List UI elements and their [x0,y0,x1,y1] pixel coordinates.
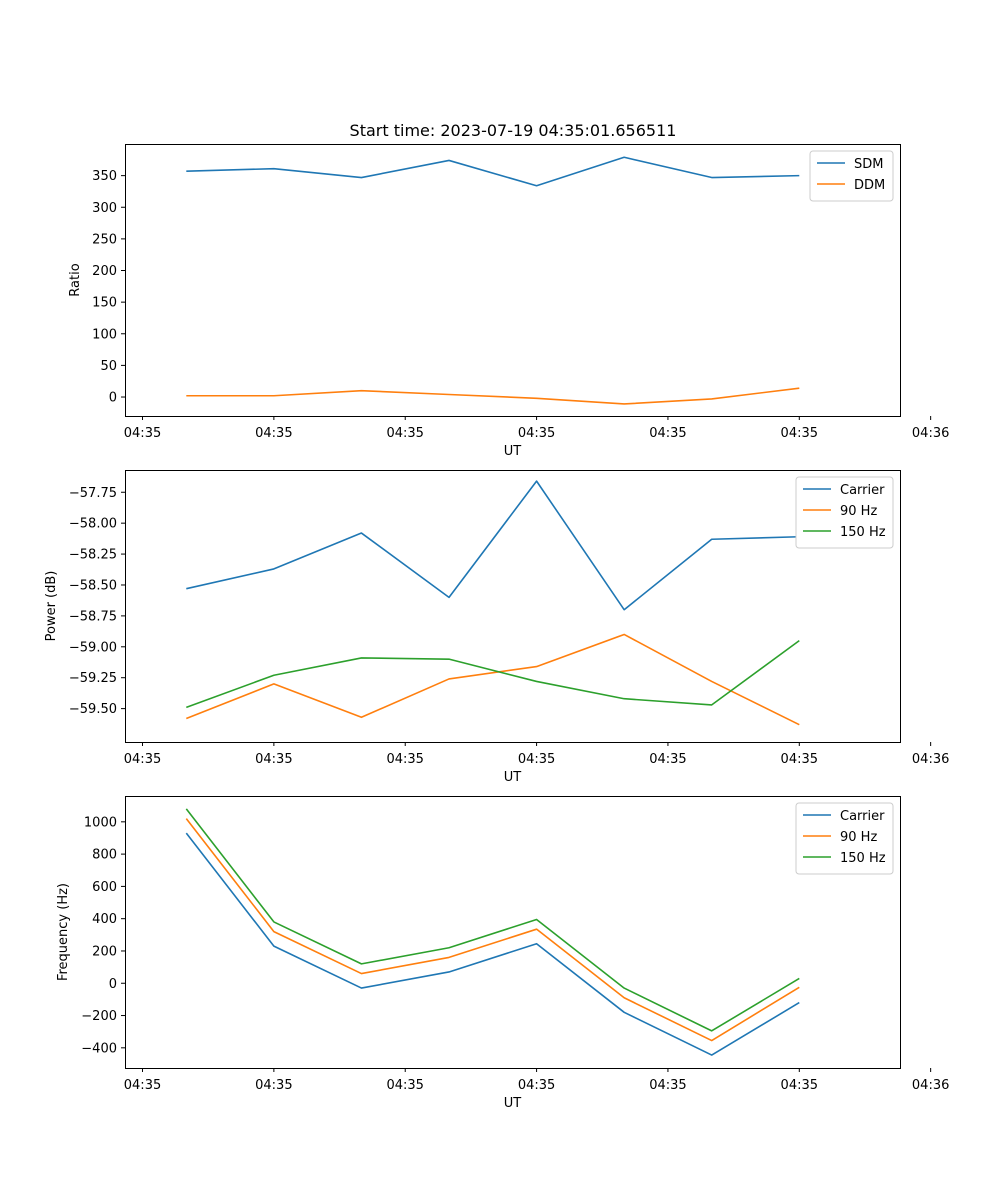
frequency-x-tick-label: 04:36 [912,1078,949,1093]
frequency-x-tick-label: 04:35 [781,1078,818,1093]
frequency-x-tick-label: 04:35 [255,1078,292,1093]
frequency-y-tick-label: 800 [92,848,117,863]
power-legend: Carrier 90 Hz 150 Hz [795,476,894,549]
ratio-y-axis-label: Ratio [68,263,83,296]
ratio-y-tick-label: 300 [92,201,117,216]
frequency-y-tick-label: 0 [109,977,117,992]
frequency-y-tick-label: 400 [92,912,117,927]
frequency-x-axis-label: UT [504,1096,522,1111]
power-y-tick-label: −58.25 [69,548,117,563]
ratio-series-ddm-line [186,387,800,405]
ratio-plot-frame [125,144,901,417]
frequency-series-carrier-line [185,832,800,1056]
ratio-x-tick-label: 04:35 [124,426,161,441]
frequency-x-tick-label: 04:35 [518,1078,555,1093]
frequency-y-tick-label: −400 [81,1041,117,1056]
ratio-panel: 04:35 04:35 04:35 04:35 04:35 04:35 04:36 0 50 10… [68,144,949,459]
frequency-plot-frame [125,796,901,1069]
power-x-tick-label: 04:35 [124,752,161,767]
power-x-tick-label: 04:35 [649,752,686,767]
power-x-tick-label: 04:35 [255,752,292,767]
ratio-y-tick-label: 350 [92,169,117,184]
ratio-y-tick-label: 50 [100,359,117,374]
power-legend-label-150-hz: 150 Hz [840,525,886,540]
ratio-y-tick-label: 0 [109,391,117,406]
frequency-legend-label-carrier: Carrier [840,809,885,824]
power-panel: 04:35 04:35 04:35 04:35 04:35 04:35 04:36 −59.5… [44,470,949,785]
frequency-x-tick-label: 04:35 [649,1078,686,1093]
frequency-x-tick-label: 04:35 [124,1078,161,1093]
ratio-legend: SDM DDM [809,150,894,202]
power-series-carrier-line [186,480,800,611]
power-y-tick-label: −59.25 [69,671,117,686]
power-legend-label-90-hz: 90 Hz [840,504,877,519]
frequency-legend-label-150-hz: 150 Hz [840,851,886,866]
frequency-legend: Carrier 90 Hz 150 Hz [795,802,894,875]
ratio-x-tick-label: 04:36 [912,426,949,441]
frequency-y-tick-label: 1000 [84,815,117,830]
power-x-tick-label: 04:36 [912,752,949,767]
power-series-150-hz-line [186,639,800,709]
ratio-series-sdm-line [186,156,800,187]
frequency-series-150-hz-line [185,808,800,1032]
ratio-legend-label-sdm: SDM [854,157,883,172]
figure-title: Start time: 2023-07-19 04:35:01.656511 [350,121,677,140]
ratio-y-tick-label: 150 [92,296,117,311]
ratio-x-tick-label: 04:35 [518,426,555,441]
frequency-y-tick-label: −200 [81,1009,117,1024]
ratio-x-axis-label: UT [504,444,522,459]
power-x-tick-label: 04:35 [518,752,555,767]
frequency-legend-label-90-hz: 90 Hz [840,830,877,845]
power-legend-label-carrier: Carrier [840,483,885,498]
frequency-y-tick-label: 200 [92,944,117,959]
power-y-axis-label: Power (dB) [44,571,59,642]
power-y-tick-label: −59.00 [69,640,117,655]
frequency-x-tick-label: 04:35 [386,1078,423,1093]
frequency-series-90-hz-line [185,818,800,1042]
ratio-legend-label-ddm: DDM [854,178,885,193]
power-series-90-hz-line [186,633,800,726]
power-y-tick-label: −58.00 [69,517,117,532]
power-y-tick-label: −58.75 [69,609,117,624]
power-y-tick-label: −59.50 [69,702,117,717]
ratio-y-tick-label: 100 [92,327,117,342]
ratio-x-tick-label: 04:35 [781,426,818,441]
power-y-tick-label: −58.50 [69,578,117,593]
power-y-tick-label: −57.75 [69,486,117,501]
ratio-x-tick-label: 04:35 [386,426,423,441]
power-x-tick-label: 04:35 [386,752,423,767]
power-x-tick-label: 04:35 [781,752,818,767]
power-plot-frame [125,470,901,743]
ratio-y-tick-label: 250 [92,232,117,247]
ratio-x-tick-label: 04:35 [255,426,292,441]
frequency-y-axis-label: Frequency (Hz) [56,883,71,981]
frequency-y-tick-label: 600 [92,880,117,895]
ratio-y-tick-label: 200 [92,264,117,279]
ratio-x-tick-label: 04:35 [649,426,686,441]
frequency-panel: 04:35 04:35 04:35 04:35 04:35 04:35 04:36 −400 −… [56,796,949,1111]
power-x-axis-label: UT [504,770,522,785]
